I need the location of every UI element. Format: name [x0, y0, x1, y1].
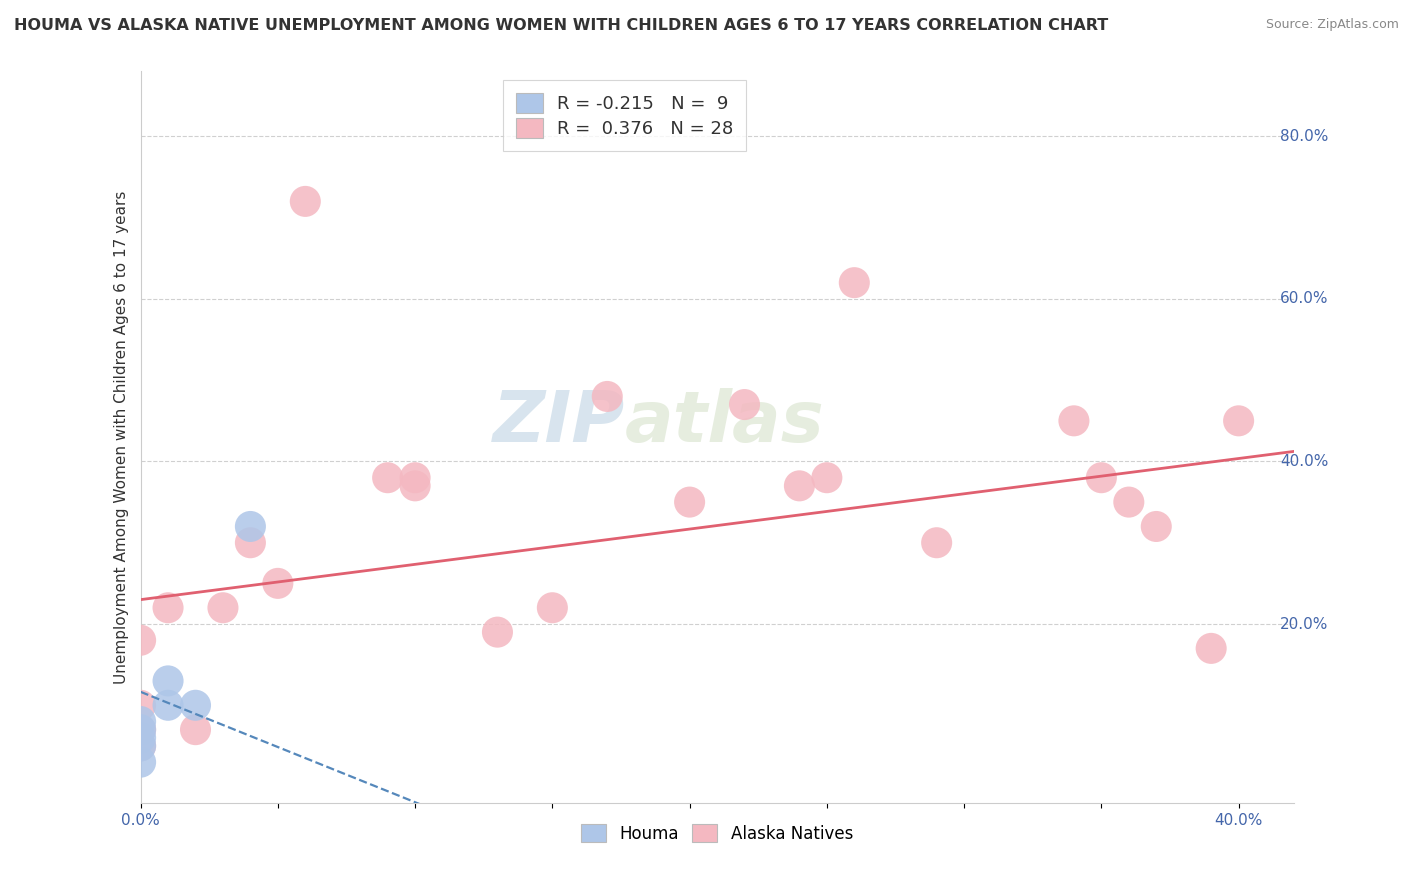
Legend: Houma, Alaska Natives: Houma, Alaska Natives — [571, 814, 863, 853]
Point — [541, 600, 564, 615]
Point — [596, 389, 619, 403]
Point — [129, 731, 152, 745]
Point — [157, 698, 180, 713]
Point — [789, 479, 811, 493]
Point — [157, 600, 180, 615]
Point — [129, 739, 152, 753]
Point — [925, 535, 948, 549]
Point — [129, 739, 152, 753]
Point — [486, 625, 509, 640]
Point — [129, 714, 152, 729]
Text: ZIP: ZIP — [492, 388, 624, 457]
Point — [129, 633, 152, 648]
Point — [184, 698, 207, 713]
Point — [377, 471, 399, 485]
Point — [844, 276, 866, 290]
Point — [184, 723, 207, 737]
Text: atlas: atlas — [624, 388, 824, 457]
Point — [129, 755, 152, 769]
Text: Source: ZipAtlas.com: Source: ZipAtlas.com — [1265, 18, 1399, 31]
Point — [129, 723, 152, 737]
Y-axis label: Unemployment Among Women with Children Ages 6 to 17 years: Unemployment Among Women with Children A… — [114, 190, 129, 684]
Text: 60.0%: 60.0% — [1279, 292, 1329, 307]
Point — [678, 495, 700, 509]
Text: HOUMA VS ALASKA NATIVE UNEMPLOYMENT AMONG WOMEN WITH CHILDREN AGES 6 TO 17 YEARS: HOUMA VS ALASKA NATIVE UNEMPLOYMENT AMON… — [14, 18, 1108, 33]
Point — [294, 194, 316, 209]
Point — [129, 723, 152, 737]
Point — [129, 698, 152, 713]
Point — [1063, 414, 1085, 428]
Point — [404, 471, 426, 485]
Point — [157, 673, 180, 688]
Point — [1118, 495, 1140, 509]
Point — [239, 519, 262, 533]
Point — [815, 471, 838, 485]
Point — [1199, 641, 1222, 656]
Text: 40.0%: 40.0% — [1279, 454, 1329, 469]
Point — [267, 576, 290, 591]
Point — [239, 535, 262, 549]
Text: 80.0%: 80.0% — [1279, 128, 1329, 144]
Point — [404, 479, 426, 493]
Point — [734, 398, 756, 412]
Point — [1144, 519, 1167, 533]
Text: 20.0%: 20.0% — [1279, 616, 1329, 632]
Point — [1090, 471, 1112, 485]
Point — [1227, 414, 1250, 428]
Point — [212, 600, 235, 615]
